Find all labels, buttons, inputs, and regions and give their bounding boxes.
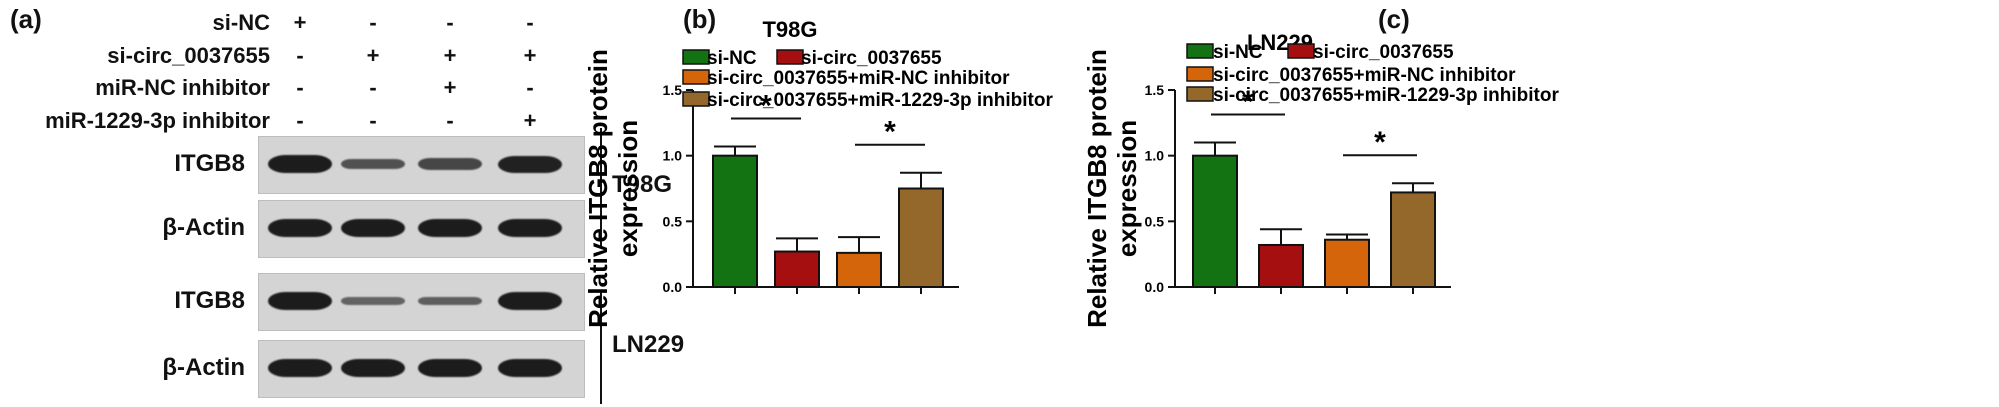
- blot-band: [498, 219, 562, 237]
- y-tick-label: 0.5: [1145, 213, 1165, 229]
- y-axis-label-line: expression: [613, 120, 643, 257]
- condition-sign: +: [443, 75, 457, 100]
- condition-sign: -: [446, 10, 454, 35]
- protein-label: ITGB8: [174, 287, 245, 314]
- legend-swatch: [776, 49, 804, 65]
- condition-sign: +: [366, 43, 380, 68]
- condition-sign: -: [369, 10, 377, 35]
- condition-label: si-NC: [212, 10, 270, 35]
- condition-sign: +: [293, 10, 307, 35]
- blot-band: [418, 359, 482, 377]
- cell-line-label-t98g: T98G: [612, 171, 673, 198]
- blot-band: [268, 292, 332, 310]
- blot-band: [341, 359, 405, 377]
- legend-label: si-circ_0037655+miR-1229-3p inhibitor: [1213, 85, 1559, 106]
- legend-label: si-circ_0037655+miR-NC inhibitor: [707, 68, 1010, 89]
- condition-label: si-circ_0037655: [107, 43, 270, 68]
- bar: [1390, 191, 1436, 288]
- blot-band: [498, 292, 562, 310]
- legend-label: si-circ_0037655: [801, 48, 942, 69]
- blot-band: [418, 158, 482, 170]
- legend-label: si-circ_0037655: [1313, 42, 1454, 63]
- y-tick-label: 1.0: [1145, 148, 1165, 164]
- condition-label: miR-1229-3p inhibitor: [45, 108, 270, 133]
- y-tick-label: 0.0: [1145, 279, 1165, 295]
- significance-star: *: [760, 89, 772, 122]
- bar: [1192, 154, 1238, 288]
- condition-sign: -: [296, 75, 304, 100]
- condition-label: miR-NC inhibitor: [95, 75, 270, 100]
- blot-band: [418, 297, 482, 305]
- y-tick-label: 1.0: [663, 148, 683, 164]
- condition-sign: +: [523, 108, 537, 133]
- blot-band: [268, 155, 332, 173]
- condition-sign: -: [446, 108, 454, 133]
- legend-swatch: [1287, 43, 1315, 59]
- y-tick-label: 1.5: [663, 82, 683, 98]
- condition-sign: -: [369, 75, 377, 100]
- y-tick-label: 1.5: [1145, 82, 1165, 98]
- condition-sign: -: [296, 43, 304, 68]
- bar: [712, 154, 758, 288]
- legend-swatch: [682, 69, 710, 85]
- chart-title: T98G: [762, 17, 817, 42]
- blot-band: [341, 297, 405, 305]
- blot-band: [268, 359, 332, 377]
- protein-label: ITGB8: [174, 150, 245, 177]
- blot-band: [498, 359, 562, 377]
- legend-swatch: [1186, 43, 1214, 59]
- y-axis-label-line: expression: [1112, 120, 1142, 257]
- panel-label-b: (b): [683, 4, 717, 34]
- condition-sign: -: [296, 108, 304, 133]
- y-tick-label: 0.0: [663, 279, 683, 295]
- y-tick-label: 0.5: [663, 213, 683, 229]
- significance-star: *: [1374, 126, 1386, 159]
- y-axis-label-line: Relative ITGB8 protein: [1082, 49, 1112, 328]
- bar: [774, 250, 820, 288]
- cell-line-label-ln229: LN229: [612, 331, 685, 358]
- y-axis-label: Relative ITGB8 proteinexpression: [583, 49, 643, 328]
- t98g-bracket: [600, 128, 602, 246]
- significance-star: *: [1242, 86, 1254, 119]
- legend-swatch: [1186, 86, 1214, 102]
- bar: [1324, 238, 1370, 288]
- legend-swatch: [1186, 66, 1214, 82]
- protein-label: β-Actin: [162, 354, 245, 381]
- legend-swatch: [682, 91, 710, 107]
- panel-label-c: (c): [1378, 4, 1410, 34]
- y-axis-label-line: Relative ITGB8 protein: [583, 49, 613, 328]
- bar: [836, 251, 882, 288]
- panel-label-a: (a): [10, 4, 42, 34]
- condition-sign: +: [523, 43, 537, 68]
- bar: [1258, 243, 1304, 288]
- legend-label: si-NC: [1213, 42, 1263, 63]
- ln229-bracket: [600, 292, 602, 404]
- condition-sign: -: [369, 108, 377, 133]
- blot-band: [341, 159, 405, 169]
- legend-label: si-circ_0037655+miR-1229-3p inhibitor: [707, 90, 1053, 111]
- protein-label: β-Actin: [162, 214, 245, 241]
- condition-sign: -: [526, 75, 534, 100]
- legend-label: si-circ_0037655+miR-NC inhibitor: [1213, 65, 1516, 86]
- bar: [898, 187, 944, 288]
- blot-band: [268, 219, 332, 237]
- blot-band: [498, 155, 562, 173]
- legend-swatch: [682, 49, 710, 65]
- blot-band: [341, 219, 405, 237]
- significance-star: *: [884, 116, 896, 149]
- y-axis-label: Relative ITGB8 proteinexpression: [1082, 49, 1142, 328]
- legend-label: si-NC: [707, 48, 757, 69]
- blot-band: [418, 219, 482, 237]
- condition-sign: +: [443, 43, 457, 68]
- condition-sign: -: [526, 10, 534, 35]
